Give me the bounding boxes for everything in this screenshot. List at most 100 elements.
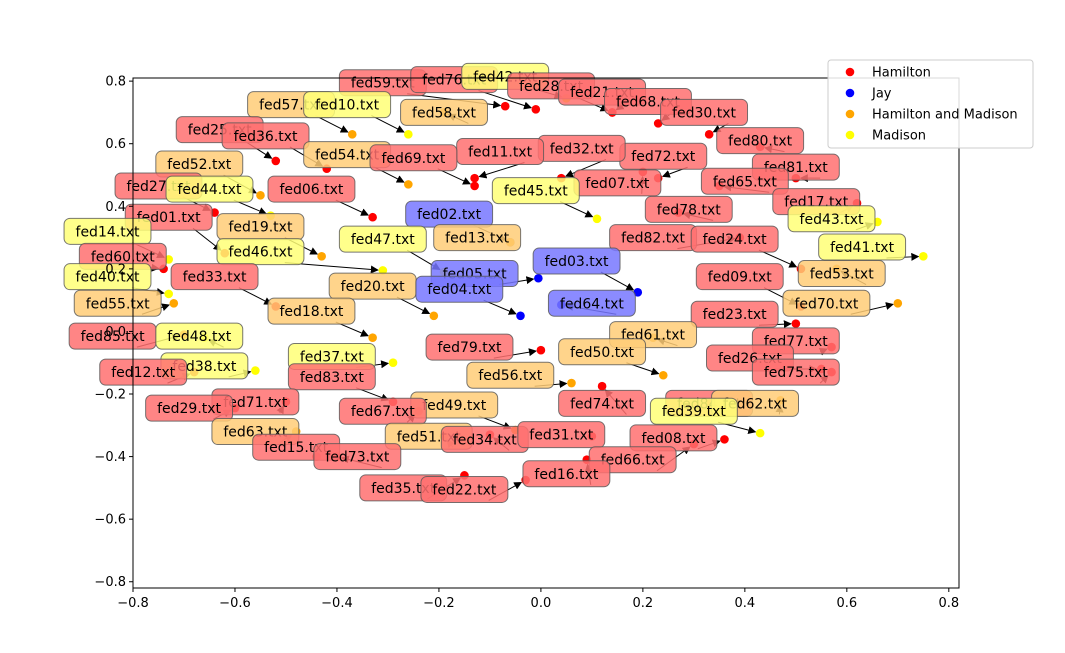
x-tick-label: −0.8 bbox=[117, 596, 149, 611]
point-label: fed74.txt bbox=[570, 396, 634, 412]
point-label: fed58.txt bbox=[412, 105, 476, 121]
point-label: fed59.txt bbox=[351, 76, 415, 92]
y-tick-label: −0.6 bbox=[94, 513, 126, 528]
point-label: fed24.txt bbox=[703, 232, 767, 248]
point-label: fed37.txt bbox=[300, 349, 364, 365]
label-box bbox=[547, 289, 636, 317]
y-tick-label: −0.2 bbox=[94, 388, 126, 403]
legend-marker bbox=[845, 67, 855, 77]
label-box bbox=[170, 263, 259, 291]
data-point bbox=[317, 252, 326, 261]
label-box bbox=[145, 394, 234, 422]
point-label: fed73.txt bbox=[325, 450, 389, 466]
point-label: fed15.txt bbox=[264, 440, 328, 456]
data-point bbox=[516, 311, 525, 321]
point-label: fed78.txt bbox=[657, 202, 721, 218]
data-point bbox=[592, 214, 602, 224]
point-label: fed33.txt bbox=[183, 270, 247, 286]
data-point bbox=[720, 435, 729, 444]
point-label: fed65.txt bbox=[713, 174, 777, 190]
point-label: fed55.txt bbox=[86, 296, 150, 312]
data-point bbox=[500, 101, 510, 111]
data-point bbox=[271, 156, 281, 166]
data-point bbox=[470, 173, 479, 183]
data-point bbox=[388, 358, 398, 368]
point-label: fed16.txt bbox=[534, 467, 598, 483]
label-arrow bbox=[371, 115, 405, 133]
label-arrow bbox=[315, 115, 349, 133]
data-point bbox=[531, 104, 541, 114]
data-point bbox=[919, 252, 928, 261]
x-tick-label: 0.0 bbox=[531, 596, 552, 611]
y-tick-label: 0.2 bbox=[105, 262, 126, 277]
point-label: fed29.txt bbox=[157, 401, 221, 417]
y-tick-label: −0.4 bbox=[94, 450, 126, 465]
label-box bbox=[782, 289, 871, 317]
point-label: fed23.txt bbox=[703, 307, 767, 323]
label-box bbox=[588, 446, 677, 474]
data-point bbox=[704, 130, 714, 139]
label-box bbox=[369, 144, 458, 172]
point-label: fed80.txt bbox=[728, 134, 792, 150]
label-box bbox=[818, 233, 907, 261]
point-label: fed01.txt bbox=[137, 210, 201, 226]
point-label: fed67.txt bbox=[351, 404, 415, 420]
point-label: fed03.txt bbox=[545, 254, 609, 270]
label-box bbox=[267, 175, 356, 203]
y-tick-label: 0.6 bbox=[105, 137, 126, 152]
label-box bbox=[649, 397, 738, 425]
data-point bbox=[169, 298, 179, 308]
label-box bbox=[517, 421, 606, 449]
label-box bbox=[338, 225, 427, 253]
point-label: fed45.txt bbox=[504, 184, 568, 200]
legend-marker bbox=[845, 130, 855, 140]
point-label: fed30.txt bbox=[672, 105, 736, 121]
label-box bbox=[690, 300, 779, 328]
data-point bbox=[791, 319, 801, 328]
data-point bbox=[567, 378, 576, 388]
legend-label: Hamilton bbox=[872, 66, 931, 81]
data-point bbox=[470, 181, 479, 191]
data-point bbox=[536, 345, 546, 355]
label-arrow bbox=[600, 271, 635, 291]
point-label: fed82.txt bbox=[621, 231, 685, 247]
plot-area-frame bbox=[132, 77, 960, 589]
x-tick-label: 0.6 bbox=[836, 596, 857, 611]
label-box bbox=[695, 263, 784, 291]
point-label: fed13.txt bbox=[445, 231, 509, 247]
data-point bbox=[658, 370, 668, 380]
point-label: fed20.txt bbox=[341, 279, 405, 295]
label-box bbox=[155, 322, 244, 350]
label-box bbox=[267, 297, 356, 325]
label-arrow bbox=[559, 201, 594, 218]
point-label: fed69.txt bbox=[381, 151, 445, 167]
point-label: fed75.txt bbox=[764, 365, 828, 381]
point-label: fed12.txt bbox=[111, 365, 175, 381]
data-point bbox=[633, 288, 643, 297]
label-box bbox=[466, 361, 555, 389]
point-label: fed46.txt bbox=[228, 245, 292, 261]
y-tick-label: 0.0 bbox=[105, 325, 126, 340]
point-label: fed40.txt bbox=[76, 270, 140, 286]
point-label: fed48.txt bbox=[167, 329, 231, 345]
point-label: fed36.txt bbox=[234, 129, 298, 145]
label-box bbox=[221, 122, 310, 150]
label-arrow bbox=[396, 296, 431, 314]
point-label: fed53.txt bbox=[810, 267, 874, 283]
point-label: fed06.txt bbox=[279, 182, 343, 198]
x-tick-label: 0.8 bbox=[938, 596, 959, 611]
label-box bbox=[216, 238, 305, 266]
label-box bbox=[303, 91, 392, 119]
label-arrow bbox=[478, 90, 533, 110]
label-box bbox=[558, 389, 647, 417]
label-box bbox=[425, 333, 514, 361]
point-label: fed52.txt bbox=[167, 157, 231, 173]
label-arrow bbox=[192, 227, 222, 251]
legend-marker bbox=[845, 109, 855, 119]
point-label: fed31.txt bbox=[529, 428, 593, 444]
point-label: fed09.txt bbox=[708, 270, 772, 286]
y-tick-label: 0.8 bbox=[105, 75, 126, 90]
label-box bbox=[787, 205, 876, 233]
label-box bbox=[751, 358, 840, 386]
